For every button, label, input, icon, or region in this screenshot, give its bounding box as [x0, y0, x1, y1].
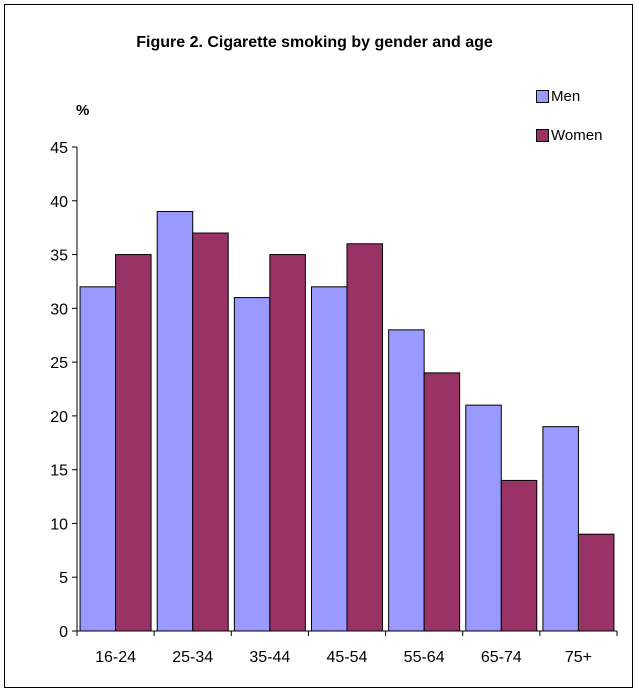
legend-item-men: Men	[536, 86, 602, 106]
bar-men-75+	[542, 426, 579, 632]
bar-women-35-44	[269, 254, 306, 632]
legend-swatch-women	[536, 128, 549, 142]
y-tick-label-45: 45	[50, 140, 68, 157]
y-tick-label-5: 5	[59, 570, 68, 587]
y-tick-label-15: 15	[50, 463, 68, 480]
bar-men-55-64	[388, 329, 425, 632]
y-tick-label-30: 30	[50, 301, 68, 318]
bar-men-35-44	[233, 297, 271, 632]
x-tick-label-65-74: 65-74	[481, 649, 522, 666]
x-tick-label-16-24: 16-24	[95, 649, 136, 666]
legend-swatch-men	[536, 89, 549, 103]
y-tick-label-0: 0	[59, 624, 68, 641]
legend-label-men: Men	[551, 87, 581, 105]
bar-women-75+	[577, 533, 615, 632]
x-tick-label-75+: 75+	[565, 649, 592, 666]
x-tick-label-35-44: 35-44	[249, 649, 290, 666]
bar-women-16-24	[115, 254, 152, 632]
x-tick-label-25-34: 25-34	[172, 649, 213, 666]
legend-item-women: Women	[536, 125, 602, 145]
legend: Men Women	[536, 86, 602, 164]
bar-women-25-34	[192, 232, 229, 632]
bar-women-65-74	[500, 479, 538, 632]
bar-men-65-74	[465, 404, 502, 632]
chart-title: Figure 2. Cigarette smoking by gender an…	[136, 34, 493, 51]
x-tick-label-45-54: 45-54	[327, 649, 368, 666]
y-tick-label-10: 10	[50, 516, 68, 533]
bar-women-45-54	[346, 243, 383, 632]
bar-men-45-54	[311, 286, 348, 632]
y-tick-label-35: 35	[50, 248, 68, 265]
bar-men-16-24	[79, 286, 117, 632]
legend-label-women: Women	[551, 126, 603, 144]
x-tick-label-55-64: 55-64	[404, 649, 445, 666]
y-tick-label-25: 25	[50, 355, 68, 372]
y-tick-label-40: 40	[50, 194, 68, 211]
y-tick-label-20: 20	[50, 409, 68, 426]
bar-women-55-64	[423, 372, 461, 632]
y-axis-label: %	[76, 102, 90, 119]
bar-men-25-34	[156, 211, 194, 632]
